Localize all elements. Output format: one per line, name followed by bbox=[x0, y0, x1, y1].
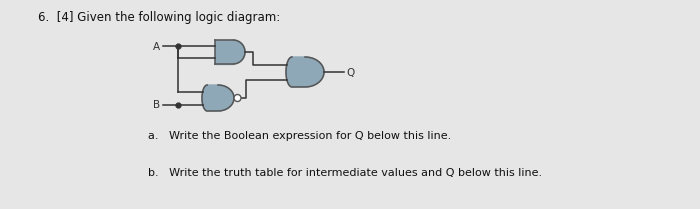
Text: B: B bbox=[153, 101, 160, 111]
Text: Q: Q bbox=[346, 68, 354, 78]
Text: b.   Write the truth table for intermediate values and Q below this line.: b. Write the truth table for intermediat… bbox=[148, 168, 542, 178]
Polygon shape bbox=[233, 40, 245, 64]
Polygon shape bbox=[202, 85, 234, 111]
Polygon shape bbox=[215, 40, 233, 64]
Text: a.   Write the Boolean expression for Q below this line.: a. Write the Boolean expression for Q be… bbox=[148, 131, 452, 141]
Text: A: A bbox=[153, 42, 160, 52]
Polygon shape bbox=[286, 57, 324, 87]
Circle shape bbox=[234, 94, 241, 102]
Text: 6.  [4] Given the following logic diagram:: 6. [4] Given the following logic diagram… bbox=[38, 11, 280, 24]
